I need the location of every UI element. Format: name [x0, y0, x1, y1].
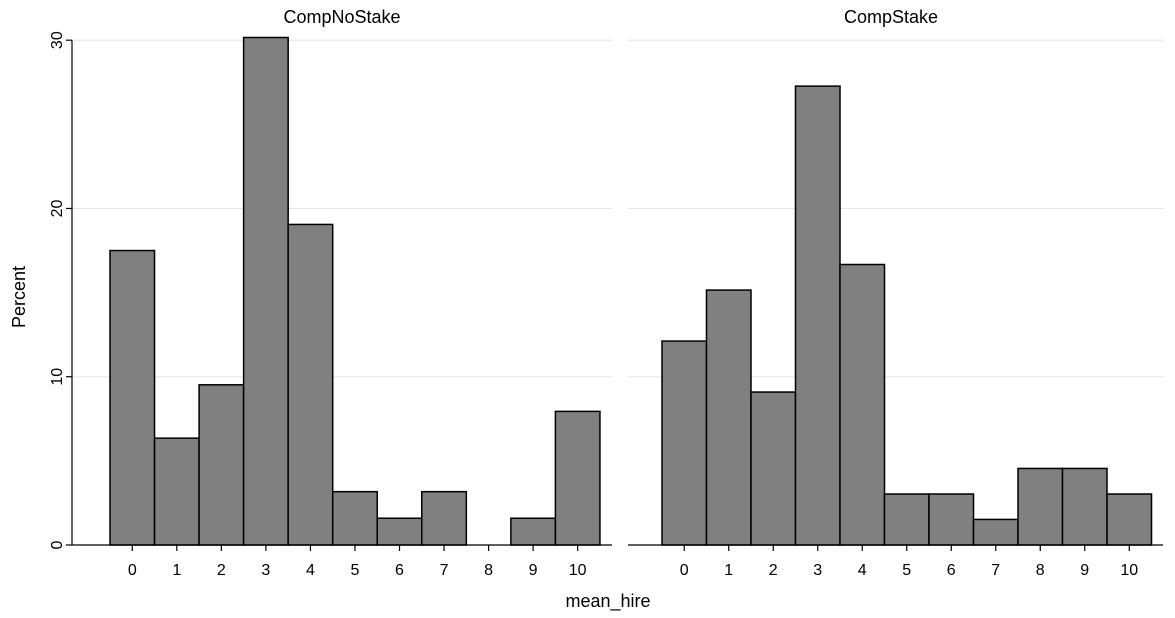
x-tick-label: 3 — [261, 562, 270, 579]
panel-title: CompNoStake — [283, 7, 400, 27]
x-tick-label: 0 — [680, 562, 689, 579]
x-tick-label: 5 — [351, 562, 360, 579]
x-tick-label: 5 — [902, 562, 911, 579]
x-tick-label: 2 — [769, 562, 778, 579]
panel-title: CompStake — [844, 7, 938, 27]
x-tick-label: 9 — [529, 562, 538, 579]
y-tick-label: 0 — [49, 540, 66, 549]
bar-1 — [707, 290, 752, 545]
bar-2 — [751, 392, 796, 545]
bar-3 — [796, 86, 841, 545]
bar-9 — [1063, 468, 1108, 545]
x-tick-label: 3 — [813, 562, 822, 579]
x-tick-label: 6 — [947, 562, 956, 579]
bar-3 — [244, 38, 289, 546]
bar-10 — [1107, 494, 1152, 545]
x-tick-label: 8 — [1036, 562, 1045, 579]
facet-panel-0: CompNoStake 0 1 2 3 4 5 6 7 8 9 10 0 10 20 30 — [49, 7, 612, 579]
x-tick-label: 4 — [306, 562, 315, 579]
x-tick-label: 0 — [128, 562, 137, 579]
x-tick-label: 1 — [172, 562, 181, 579]
x-axis-label: mean_hire — [565, 591, 650, 612]
facet-panel-1: CompStake 0 1 2 3 4 5 6 7 8 9 10 — [628, 7, 1163, 579]
bar-1 — [155, 438, 200, 545]
y-tick-label: 30 — [49, 31, 66, 49]
x-tick-label: 10 — [1120, 562, 1138, 579]
bar-6 — [929, 494, 974, 545]
y-axis-label: Percent — [9, 266, 29, 328]
y-tick-label: 20 — [49, 199, 66, 217]
bar-10 — [555, 411, 600, 545]
bar-8 — [1018, 468, 1063, 545]
y-tick-label: 10 — [49, 368, 66, 386]
x-tick-label: 2 — [217, 562, 226, 579]
bar-4 — [840, 264, 885, 545]
bar-7 — [974, 519, 1019, 545]
x-tick-label: 7 — [440, 562, 449, 579]
bar-5 — [333, 492, 378, 545]
bar-9 — [511, 518, 556, 545]
x-tick-label: 8 — [484, 562, 493, 579]
bar-7 — [422, 492, 467, 545]
bar-0 — [110, 251, 155, 545]
x-tick-label: 4 — [858, 562, 867, 579]
x-tick-label: 10 — [569, 562, 587, 579]
bar-5 — [885, 494, 930, 545]
bar-6 — [377, 518, 422, 545]
x-tick-label: 6 — [395, 562, 404, 579]
bar-0 — [662, 341, 707, 545]
x-tick-label: 9 — [1080, 562, 1089, 579]
x-tick-label: 1 — [724, 562, 733, 579]
x-tick-label: 7 — [991, 562, 1000, 579]
bar-2 — [199, 385, 244, 545]
bar-4 — [288, 224, 333, 545]
